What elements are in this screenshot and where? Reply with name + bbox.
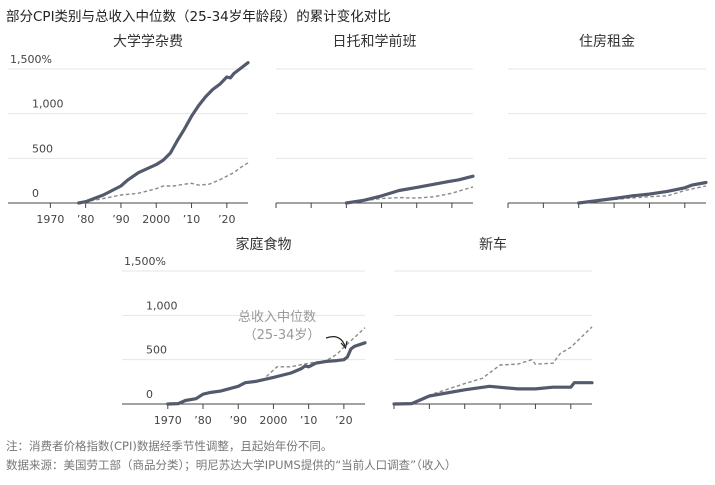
annotation-label: 总收入中位数 [238,310,316,325]
y-tick-label: 1,000 [32,98,64,111]
x-tick-label: ’80 [194,414,212,427]
income-series-line [393,326,593,405]
income-series-line [578,185,707,204]
y-tick-label: 1,000 [146,299,178,312]
arrow-head-icon [340,340,348,350]
cpi-series-line [166,341,367,406]
annotation-arrow [325,336,346,347]
x-tick-label: ’10 [300,414,318,427]
x-tick-label: ’10 [183,213,201,226]
y-tick-label: 1,500% [124,255,166,268]
panel-2: 日托和学前班 [275,33,475,208]
panel-title: 日托和学前班 [333,33,417,50]
panel-title: 大学学杂费 [113,34,183,50]
x-tick-label: 2000 [259,414,287,427]
figure-title: 部分CPI类别与总收入中位数（25-34岁年龄段）的累计变化对比 [6,9,391,25]
panel-title: 住房租金 [579,34,635,50]
x-tick-label: 1970 [36,213,64,226]
x-tick-label: ’20 [218,213,236,226]
panel-3: 住房租金 [507,34,708,208]
footnote: 注：消费者价格指数(CPI)数据经季节性调整，且起始年份不同。 [6,439,333,453]
y-tick-label: 1,500% [10,53,52,66]
x-tick-label: ’80 [77,213,95,226]
panel-title: 家庭食物 [236,236,292,253]
cpi-series-line [392,381,594,406]
x-tick-label: ’90 [112,213,130,226]
panel-4: 家庭食物 0 500 1,000 1,500% 1970 ’80 ’90 2000 ’10 ’20 [122,236,367,427]
x-tick-label: ’20 [335,414,353,427]
annotation-sublabel: （25-34岁） [244,328,321,343]
x-tick-label: 1970 [154,414,182,427]
x-tick-label: 2000 [142,213,170,226]
x-tick-label: ’90 [229,414,247,427]
panel-title: 新车 [479,236,507,253]
source-note: 数据来源：美国劳工部（商品分类）；明尼苏达大学IPUMS提供的“当前人口调查”（… [6,458,457,472]
y-tick-label: 500 [32,142,53,155]
panel-5: 新车 [392,236,594,409]
cpi-series-line [344,174,475,205]
panel-1: 大学学杂费 0 500 1,000 1,500% 1970 ’80 ’90 2000 ’10 ’20 [8,34,250,226]
y-tick-label: 0 [32,187,39,200]
cpi-series-line [577,180,708,205]
y-tick-label: 0 [146,388,153,401]
cpi-series-line [76,61,250,205]
y-tick-label: 500 [146,344,167,357]
income-series-line [78,162,249,204]
